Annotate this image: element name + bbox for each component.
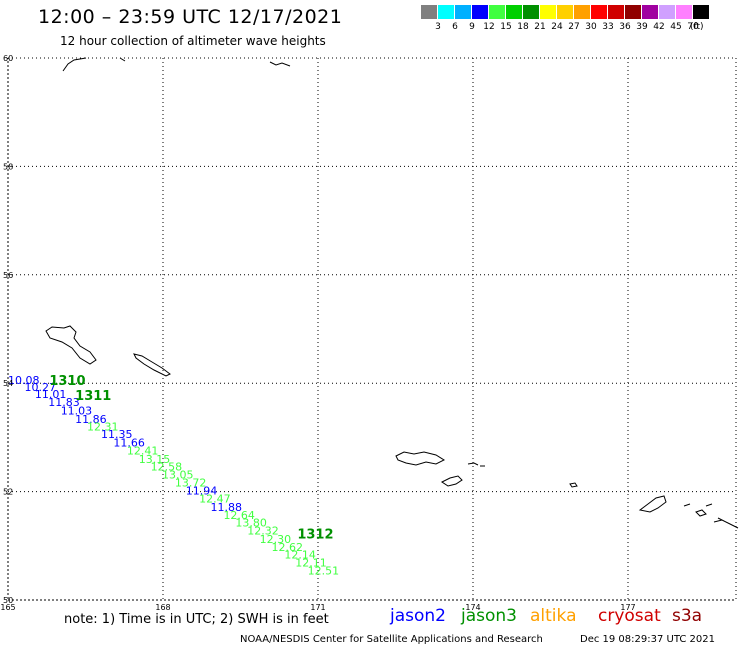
- longitude-tick-label: 165: [0, 603, 15, 612]
- wave-height-value: 12.51: [308, 565, 340, 578]
- coastline-rat-islands-group: [683, 503, 739, 529]
- wave-height-observations: 10.0810.2711.0111.8311.0311.8612.3111.35…: [8, 374, 339, 578]
- legend-swatch: [438, 5, 455, 19]
- pass-number-label: 1311: [75, 389, 111, 404]
- wave-height-value: 11.03: [61, 404, 92, 417]
- wave-height-value: 12.64: [223, 509, 255, 522]
- wave-height-value: 10.08: [8, 374, 40, 387]
- legend-label: 45: [670, 22, 682, 32]
- axis-labels: 165 168 171 174 177 60 58 56 54 52 50: [0, 54, 635, 612]
- wave-height-value: 12.31: [87, 421, 119, 434]
- longitude-tick-label: 174: [465, 603, 480, 612]
- satellite-name-altika: altika: [530, 606, 577, 626]
- legend-swatch: [557, 5, 574, 19]
- legend-label: 12: [483, 22, 495, 32]
- legend-swatch: [455, 5, 472, 19]
- legend-swatch: [693, 5, 710, 19]
- satellite-name-cryosat: cryosat: [598, 606, 661, 626]
- latitude-tick-label: 52: [3, 488, 13, 497]
- coastline-semichi-islands: [467, 462, 485, 467]
- satellite-name-jason3: jason3: [461, 606, 517, 626]
- map-title: 12:00 – 23:59 UTC 12/17/2021: [38, 6, 343, 28]
- legend-label: 9: [469, 22, 475, 32]
- legend-label: 36: [619, 22, 631, 32]
- legend-swatch: [523, 5, 540, 19]
- latitude-tick-label: 56: [3, 271, 13, 280]
- legend-swatch: [676, 5, 693, 19]
- longitude-tick-label: 177: [620, 603, 635, 612]
- coastline-agattu-island: [441, 475, 463, 487]
- wave-height-value: 13.80: [235, 516, 266, 529]
- wave-height-value: 12.11: [295, 557, 327, 570]
- coastline-medny-island: [133, 353, 171, 377]
- legend-swatch: [506, 5, 523, 19]
- graticule: [7, 57, 737, 601]
- legend-label: 15: [500, 22, 512, 32]
- latitude-tick-label: 50: [3, 596, 13, 605]
- legend-label: 42: [653, 22, 665, 32]
- wave-height-value: 12.32: [247, 525, 279, 538]
- wave-height-value: 11.83: [48, 396, 80, 409]
- latitude-tick-label: 58: [3, 162, 13, 171]
- legend-label: 3: [435, 22, 441, 32]
- wave-height-value: 11.35: [101, 428, 133, 441]
- wave-height-value: 13.05: [162, 468, 194, 481]
- legend-label: 33: [602, 22, 614, 32]
- wave-height-value: 12.58: [151, 461, 183, 474]
- wave-height-value: 13.15: [139, 453, 171, 466]
- wave-height-value: 11.86: [75, 413, 107, 426]
- latitude-tick-label: 60: [3, 54, 13, 63]
- legend-swatch: [421, 5, 438, 19]
- longitude-tick-label: 168: [155, 603, 170, 612]
- wave-height-value: 12.62: [272, 541, 304, 554]
- legend-swatch: [625, 5, 642, 19]
- generation-timestamp: Dec 19 08:29:37 UTC 2021: [580, 634, 715, 645]
- legend-label: 27: [568, 22, 580, 32]
- wave-height-value: 13.72: [175, 476, 207, 489]
- coastline-bering-island: [45, 325, 97, 365]
- footer-note: note: 1) Time is in UTC; 2) SWH is in fe…: [64, 612, 329, 627]
- coastline-attu-island: [395, 451, 446, 466]
- coastline-buldir-island: [569, 482, 578, 488]
- pass-number-label: 1310: [49, 374, 85, 389]
- wave-height-value: 11.66: [113, 436, 144, 449]
- pass-number-label: 1312: [297, 527, 333, 542]
- legend-swatch: [591, 5, 608, 19]
- coastlines: [45, 57, 739, 529]
- legend-label: 70: [687, 22, 699, 32]
- coastline-kiska-island: [638, 495, 667, 513]
- satellite-name-jason2: jason2: [390, 606, 446, 626]
- map-subtitle: 12 hour collection of altimeter wave hei…: [60, 34, 326, 48]
- credit-line: NOAA/NESDIS Center for Satellite Applica…: [240, 634, 543, 645]
- coastline-kamchatka: [62, 57, 291, 72]
- legend-label: 24: [551, 22, 563, 32]
- wave-height-value: 12.30: [260, 533, 292, 546]
- legend-unit: (ft): [690, 22, 704, 32]
- legend-label: 30: [585, 22, 597, 32]
- wave-height-value: 11.88: [211, 501, 243, 514]
- legend-swatch: [642, 5, 659, 19]
- longitude-tick-label: 171: [310, 603, 325, 612]
- legend-swatch: [489, 5, 506, 19]
- wave-height-value: 11.94: [186, 485, 218, 498]
- satellite-name-s3a: s3a: [672, 606, 703, 626]
- legend-label: 39: [636, 22, 648, 32]
- legend-swatch: [472, 5, 489, 19]
- legend-swatch: [540, 5, 557, 19]
- latitude-tick-label: 54: [3, 379, 13, 388]
- legend-label: 21: [534, 22, 546, 32]
- wave-height-value: 12.47: [199, 493, 231, 506]
- wave-height-value: 11.01: [35, 388, 67, 401]
- legend-label: 6: [452, 22, 458, 32]
- legend-swatch: [574, 5, 591, 19]
- wave-height-value: 10.27: [25, 381, 57, 394]
- legend-label: 18: [517, 22, 529, 32]
- wave-height-value: 12.41: [127, 444, 159, 457]
- wave-height-value: 12.14: [284, 548, 316, 561]
- map-frame: [7, 57, 737, 601]
- legend-swatch: [608, 5, 625, 19]
- legend-swatch: [659, 5, 676, 19]
